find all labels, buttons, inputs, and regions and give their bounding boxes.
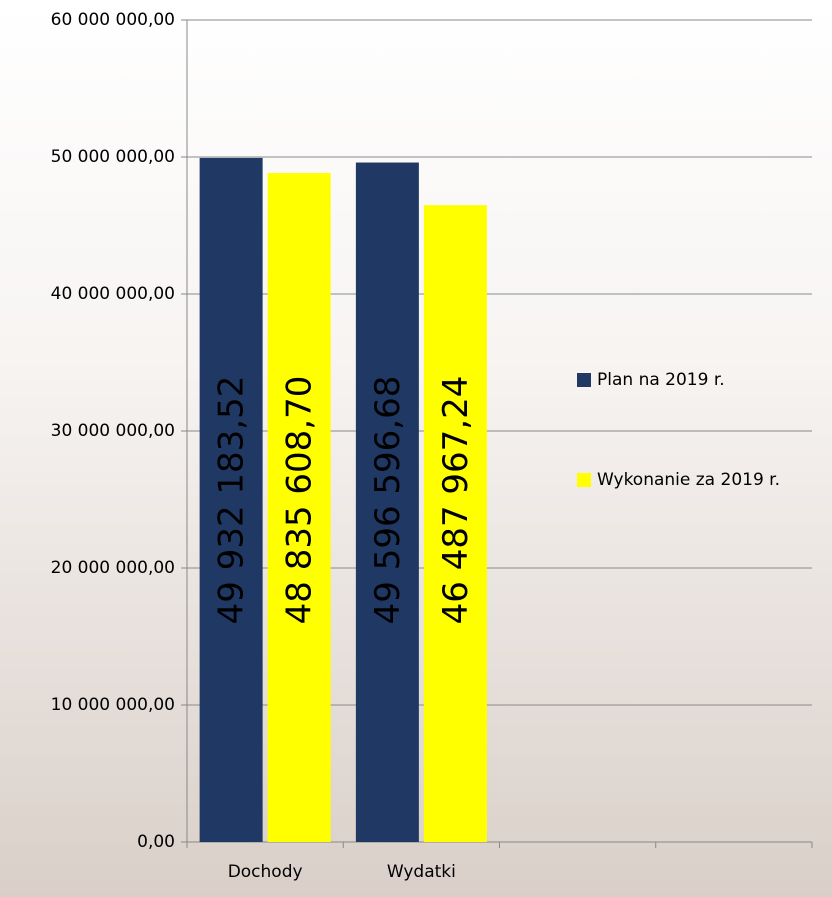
chart: 0,00 10 000 000,00 20 000 000,00 30 000 000… (0, 0, 832, 897)
value-label: 49 932 183,52 (212, 376, 252, 625)
legend-label: Plan na 2019 r. (597, 370, 725, 390)
value-label: 46 487 967,24 (436, 376, 476, 625)
y-tick-label: 0,00 (137, 832, 175, 852)
value-label: 49 596 596,68 (368, 376, 408, 625)
y-tick-label: 30 000 000,00 (51, 421, 175, 441)
page: {"chart_data": {"type": "bar", "categori… (0, 0, 832, 897)
legend-label: Wykonanie za 2019 r. (597, 470, 780, 490)
y-tick-label: 50 000 000,00 (51, 147, 175, 167)
legend-swatch (577, 473, 591, 487)
x-tick-label: Wydatki (387, 862, 456, 882)
y-tick-label: 60 000 000,00 (51, 10, 175, 30)
value-label: 48 835 608,70 (280, 376, 320, 625)
y-tick-label: 20 000 000,00 (51, 558, 175, 578)
y-tick-label: 10 000 000,00 (51, 695, 175, 715)
y-tick-label: 40 000 000,00 (51, 284, 175, 304)
x-tick-label: Dochody (228, 862, 303, 882)
legend-swatch (577, 373, 591, 387)
